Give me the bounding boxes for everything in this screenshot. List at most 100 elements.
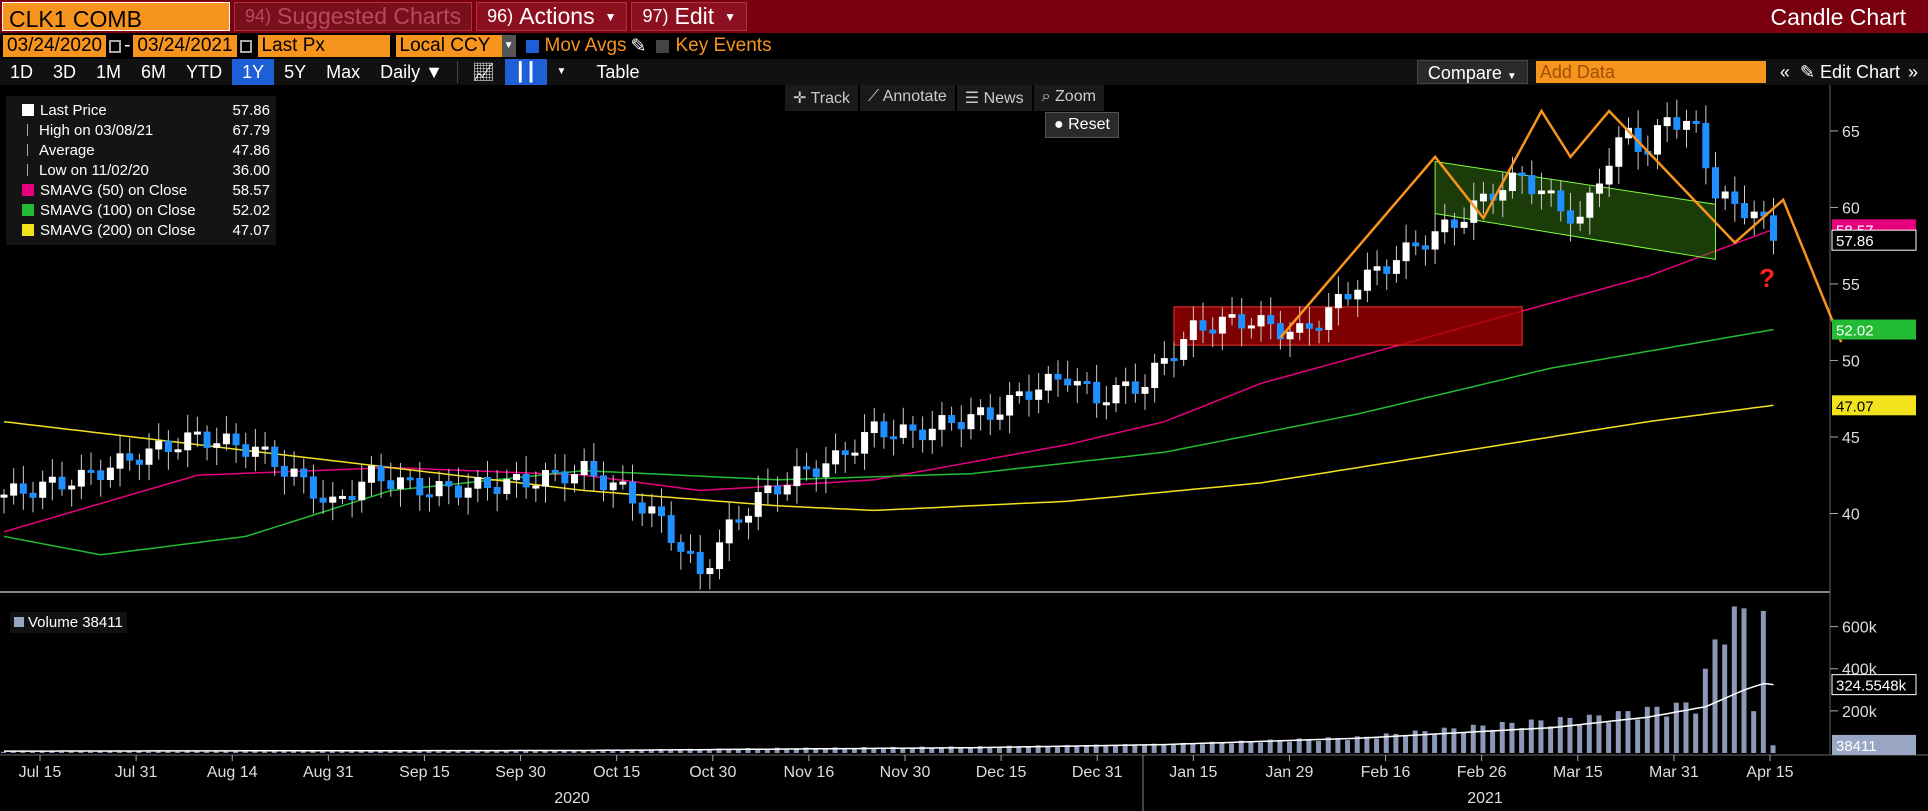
volume-bar — [1731, 606, 1737, 753]
period-ytd[interactable]: YTD — [186, 62, 223, 82]
candle-body — [1392, 260, 1400, 274]
volume-bar — [1, 751, 6, 753]
period-max[interactable]: Max — [326, 62, 361, 82]
volume-bar — [1345, 740, 1351, 753]
compare-button[interactable]: Compare ▼ — [1416, 60, 1528, 84]
period-6m[interactable]: 6M — [141, 62, 167, 82]
track-button[interactable]: ✛ Track — [785, 85, 858, 111]
price-field-select[interactable]: Last Px — [257, 35, 390, 57]
volume-bar — [996, 747, 1002, 753]
edit-chart-button[interactable]: ✎ Edit Chart — [1800, 62, 1900, 83]
candle-body — [725, 519, 733, 544]
candle-body — [870, 421, 878, 434]
price-tick-label: 55 — [1842, 277, 1860, 294]
zoom-button[interactable]: ⌕ Zoom — [1033, 85, 1104, 111]
volume-bar — [1277, 740, 1283, 753]
candle-body — [493, 487, 501, 494]
candle-body — [1692, 120, 1700, 124]
candle-body — [1383, 266, 1391, 274]
chart-legend: Last Price 57.86 High on 03/08/21 67.79 Aver… — [6, 96, 276, 245]
volume-bar — [1461, 731, 1467, 753]
candle-body — [1180, 339, 1188, 360]
price-label-text: 52.02 — [1836, 323, 1874, 340]
candle-body — [1257, 315, 1265, 327]
candle-body — [406, 477, 414, 481]
year-label: 2020 — [554, 790, 590, 807]
price-label: 47.07 — [1832, 395, 1916, 416]
expand-icon[interactable]: » — [1907, 61, 1918, 82]
candle-body — [116, 453, 124, 469]
candle-body — [1296, 323, 1304, 333]
ticker-field[interactable]: CLK1 COMB Comdty — [2, 2, 230, 59]
x-tick-label: Nov 30 — [880, 764, 931, 781]
candle-body — [822, 463, 830, 478]
mov-avgs-checkbox[interactable] — [525, 39, 539, 53]
line-chart-icon[interactable]: 📈︎ — [471, 62, 495, 82]
news-button[interactable]: ☰ News — [956, 85, 1032, 111]
candle-body — [0, 494, 8, 498]
candle-body — [155, 440, 163, 450]
legend-value: 47.86 — [232, 141, 270, 159]
suggested-charts-menu[interactable]: 94) Suggested Charts — [234, 2, 473, 31]
volume-bar — [851, 747, 857, 753]
volume-bar — [1654, 706, 1660, 753]
caret-down-icon: ▼ — [724, 9, 737, 24]
period-3d[interactable]: 3D — [53, 62, 77, 82]
frequency-select[interactable]: Daily ▼ — [380, 62, 443, 82]
period-1m[interactable]: 1M — [96, 62, 122, 82]
currency-dropdown-icon[interactable]: ▼ — [501, 35, 516, 57]
candle-body — [1663, 117, 1671, 127]
volume-swatch — [14, 617, 24, 627]
volume-bar — [842, 748, 848, 753]
candle-body — [541, 470, 549, 487]
x-tick-label: Feb 26 — [1457, 764, 1507, 781]
price-chart[interactable]: 404550556065?58.5757.8652.0247.07200k400… — [0, 85, 1928, 811]
candle-body — [232, 433, 240, 446]
volume-bar — [1306, 739, 1312, 753]
currency-select[interactable]: Local CCY — [395, 35, 502, 57]
candle-body — [638, 502, 646, 514]
calendar-icon[interactable] — [239, 39, 252, 53]
date-separator: - — [124, 35, 131, 56]
candle-body — [1209, 329, 1217, 334]
collapse-icon[interactable]: « — [1779, 61, 1790, 82]
volume-bar — [716, 748, 722, 753]
volume-bar — [1693, 713, 1699, 753]
pattern-line — [1279, 108, 1843, 343]
pencil-icon[interactable]: ✎ — [630, 35, 647, 57]
calendar-icon[interactable] — [109, 39, 122, 53]
table-button[interactable]: Table — [596, 62, 640, 82]
volume-bar — [1577, 724, 1583, 753]
volume-bar — [49, 751, 55, 753]
volume-bar — [1596, 715, 1602, 753]
volume-bar — [880, 747, 886, 753]
period-5y[interactable]: 5Y — [284, 62, 307, 82]
year-label: 2021 — [1467, 790, 1503, 807]
legend-value: 58.57 — [232, 181, 270, 199]
volume-bar — [581, 750, 587, 753]
pencil-icon: ✎ — [1799, 61, 1815, 82]
chart-type-dropdown-icon[interactable]: ▼ — [556, 66, 567, 77]
volume-bar — [300, 751, 306, 753]
edit-menu[interactable]: 97) Edit ▼ — [631, 2, 748, 31]
period-1y[interactable]: 1Y — [232, 59, 275, 85]
start-date-field[interactable]: 03/24/2020 — [3, 35, 107, 57]
candle-body — [832, 450, 840, 465]
candle-body — [1412, 242, 1420, 247]
crosshair-icon: ✛ — [793, 90, 807, 107]
add-data-input[interactable]: Add Data — [1535, 61, 1766, 83]
actions-menu[interactable]: 96) Actions ▼ — [476, 2, 628, 31]
key-events-checkbox[interactable] — [656, 39, 670, 53]
period-1d[interactable]: 1D — [10, 62, 34, 82]
volume-bar — [832, 747, 838, 753]
volume-bar — [339, 750, 345, 753]
candle-chart-icon[interactable]: ┃┃ — [504, 59, 547, 85]
reset-button[interactable]: ● Reset — [1045, 112, 1119, 138]
annotate-button[interactable]: ⟋ Annotate — [859, 85, 955, 111]
legend-name: High on 03/08/21 — [39, 121, 154, 139]
volume-bar — [929, 747, 935, 753]
x-tick-label: Jan 29 — [1265, 764, 1313, 781]
candle-body — [1334, 293, 1342, 309]
end-date-field[interactable]: 03/24/2021 — [133, 35, 237, 57]
candle-body — [899, 424, 907, 438]
